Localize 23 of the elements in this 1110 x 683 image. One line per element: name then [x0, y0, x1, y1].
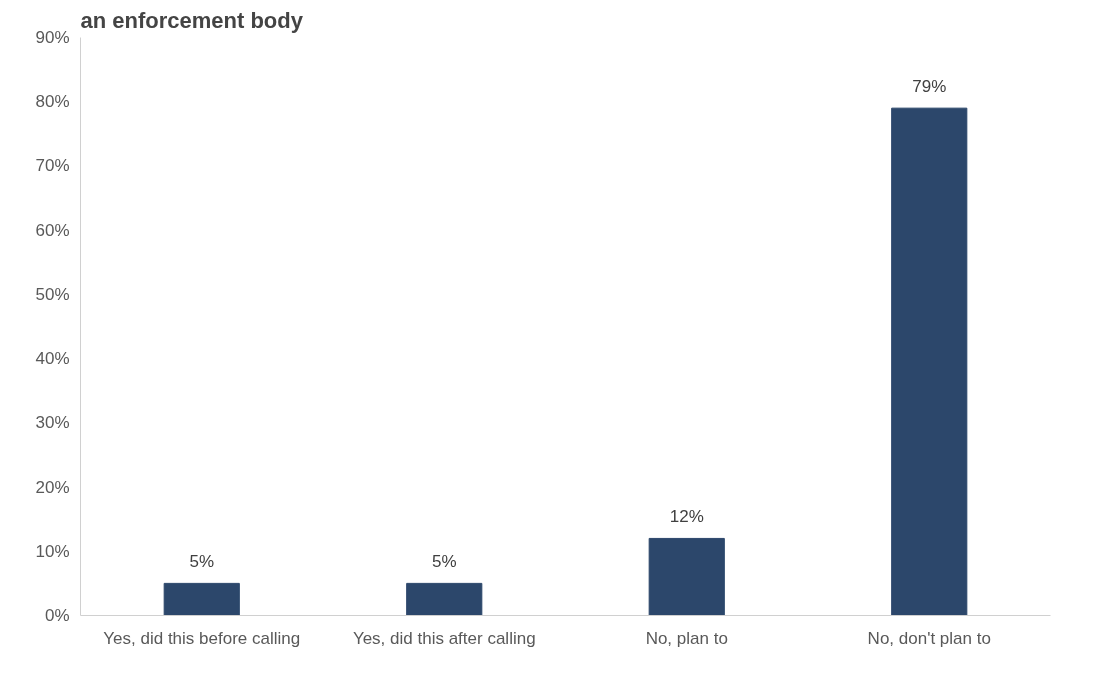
y-tick-label: 20%: [35, 477, 70, 497]
bar: [406, 582, 483, 616]
bar: [648, 537, 725, 616]
data-label: 12%: [669, 507, 704, 527]
data-label: 5%: [431, 552, 457, 572]
x-tick-label: No, don't plan to: [867, 628, 991, 648]
y-tick-label: 0%: [44, 606, 70, 625]
y-tick-label: 60%: [35, 220, 70, 240]
y-tick-label: 40%: [35, 349, 70, 369]
y-tick-label: 70%: [35, 156, 70, 176]
data-label: 79%: [912, 77, 947, 97]
data-label: 5%: [189, 552, 215, 572]
y-tick-label: 10%: [35, 541, 70, 561]
x-tick-label: Yes, did this before calling: [103, 628, 301, 648]
y-tick-label: 90%: [35, 28, 70, 47]
x-tick-label: Yes, did this after calling: [352, 628, 536, 648]
bar: [163, 582, 240, 616]
y-tick-label: 50%: [35, 284, 70, 304]
chart-title: an enforcement body: [80, 7, 304, 33]
y-tick-label: 30%: [35, 413, 70, 433]
x-tick-label: No, plan to: [645, 628, 728, 648]
bar: [891, 107, 968, 616]
y-tick-label: 80%: [35, 92, 70, 112]
